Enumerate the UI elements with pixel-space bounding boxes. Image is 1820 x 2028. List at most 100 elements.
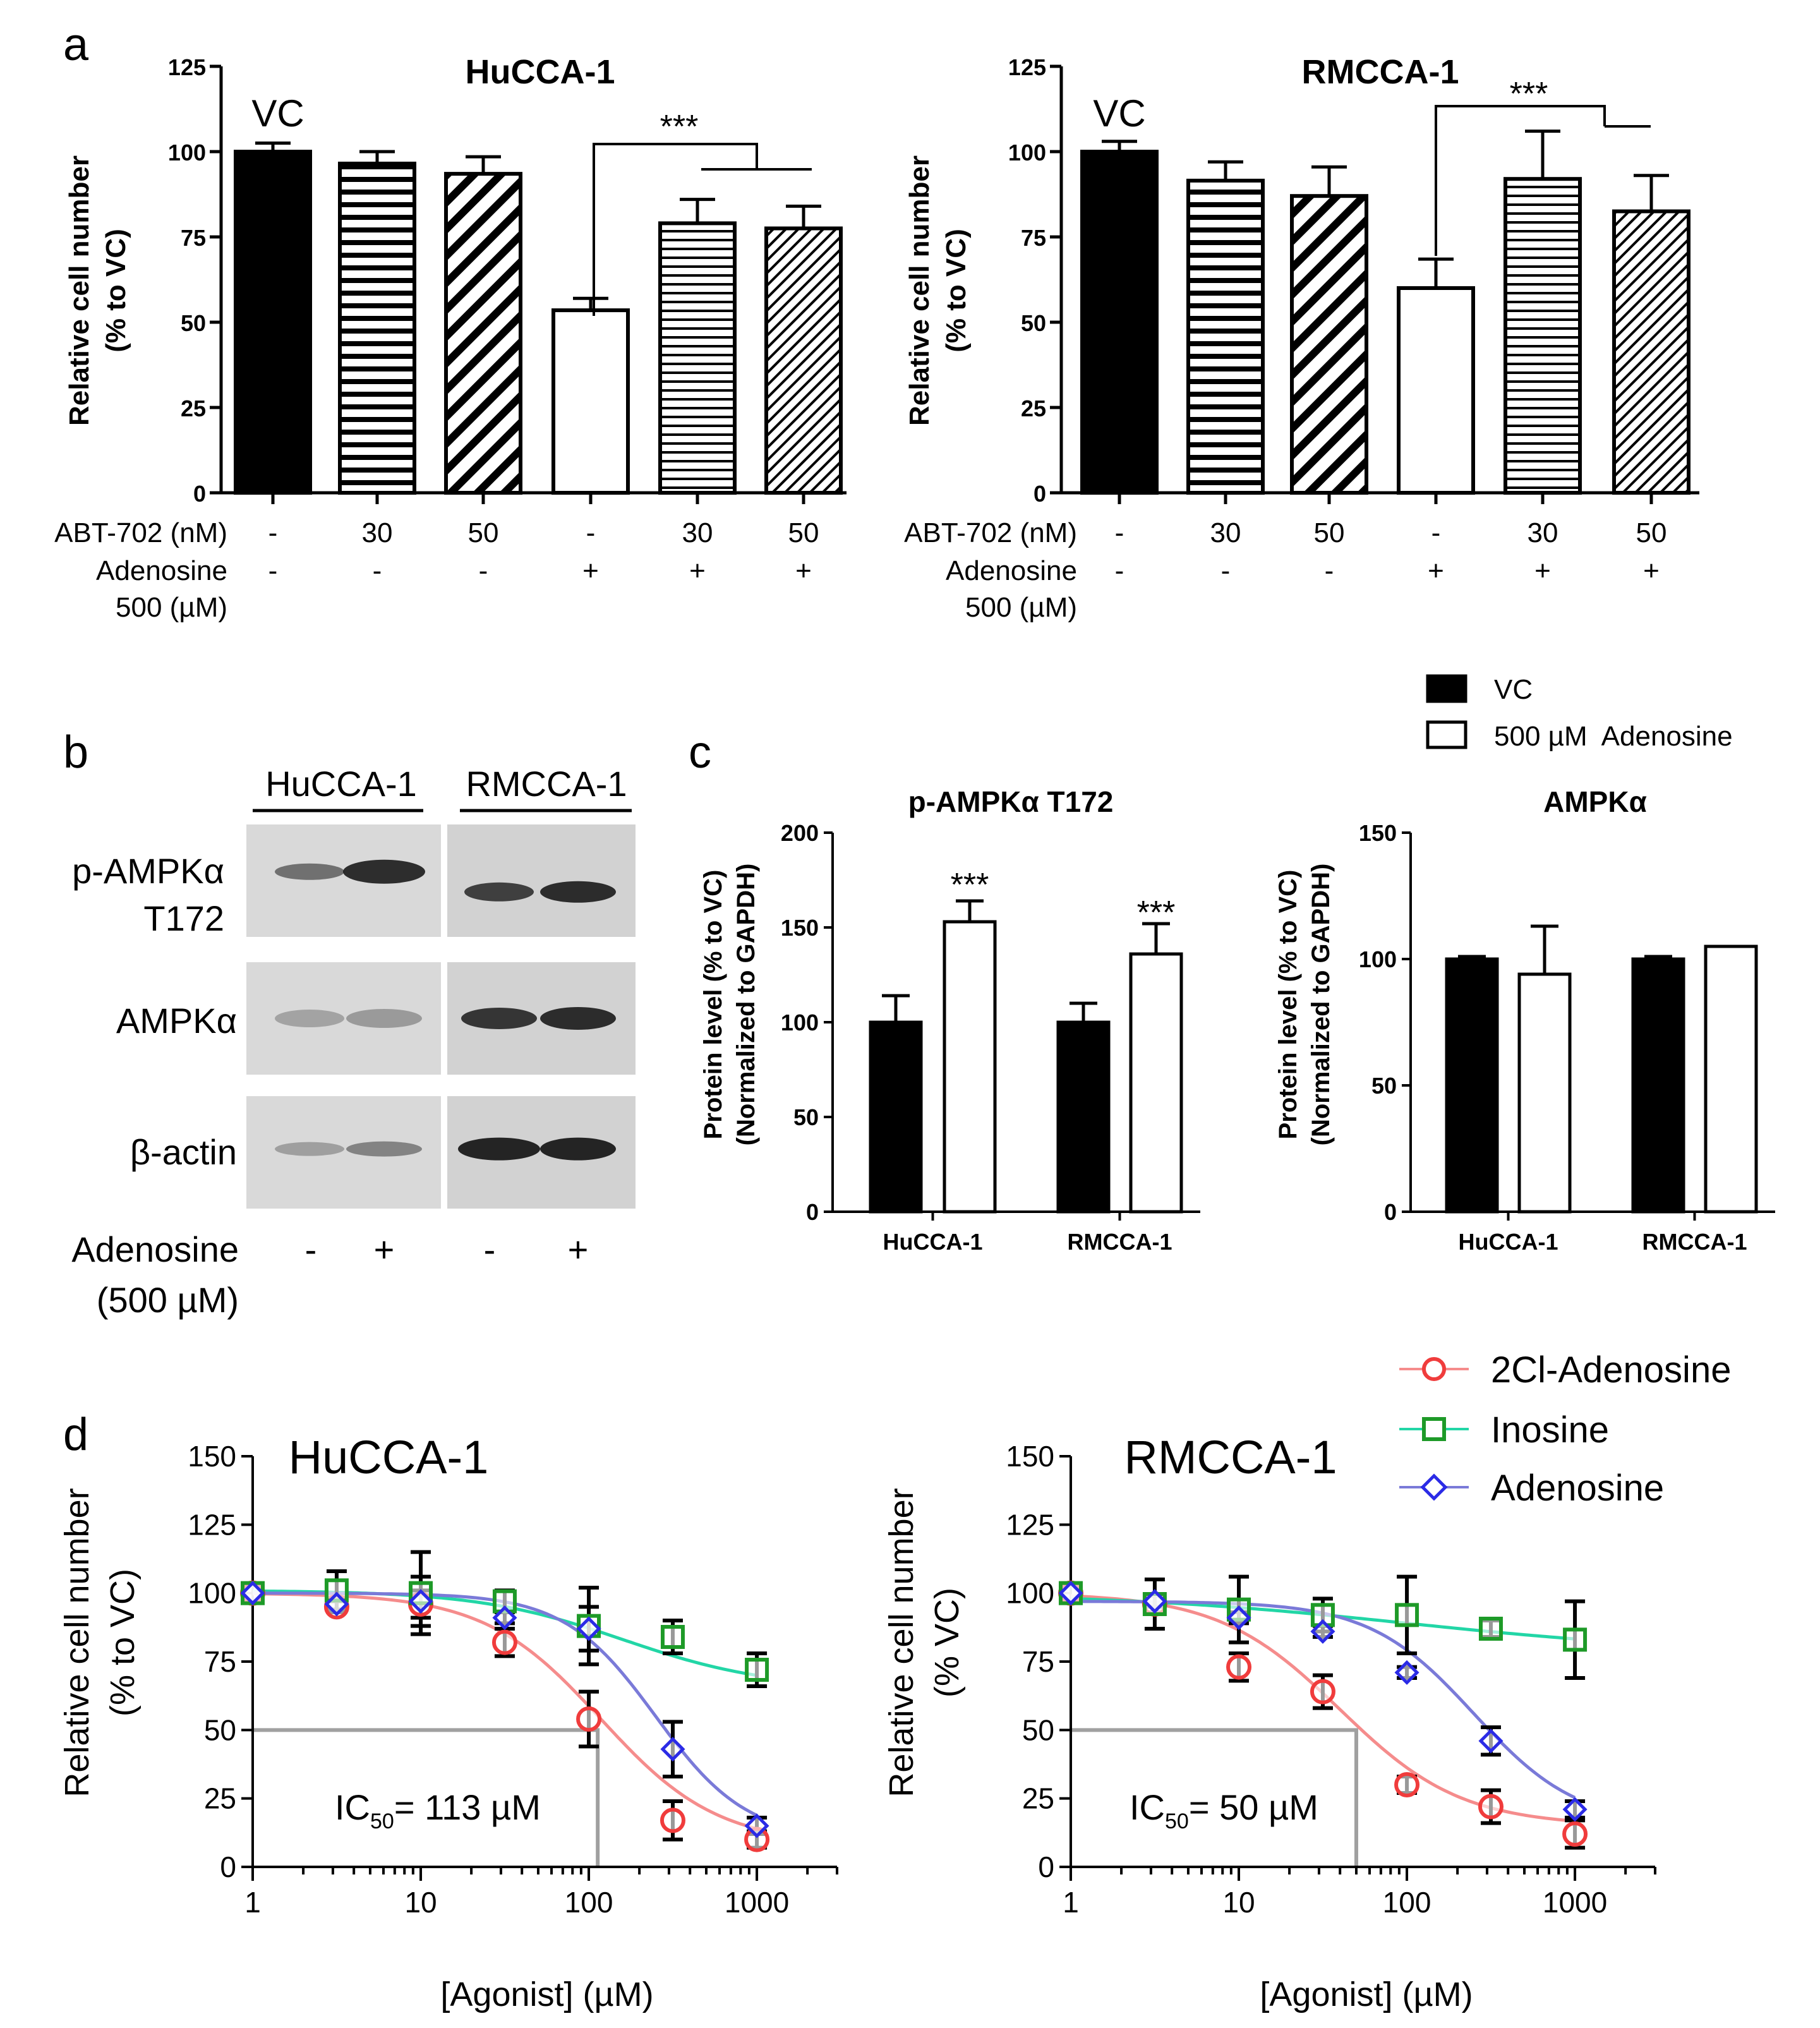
ylabel-a-rmcca: Relative cell number (% to VC) [904, 155, 972, 426]
cond-a-hucca-r2-1: - [373, 555, 382, 586]
d-rmcca-xtick-label-100: 100 [1383, 1886, 1431, 1919]
a-rmcca-bar-1 [1186, 178, 1265, 495]
cond-a-rmcca-r1-1: 30 [1210, 517, 1241, 548]
legend-d-inosine-marker [1422, 1417, 1446, 1441]
ylabel-a-rmcca-line1: Relative cell number [904, 155, 935, 426]
d-hucca-point-Adenosine-3 [492, 1605, 517, 1631]
c-ampk-bar-1-1 [1704, 945, 1758, 1214]
d-hucca-xtick-label-100: 100 [565, 1886, 613, 1919]
blot-lane3: - [484, 1229, 496, 1269]
blot-row1-band-1 [275, 863, 344, 880]
row2-label-a-hucca-line1: Adenosine [96, 555, 227, 586]
cond-a-rmcca-r1-4: 30 [1528, 517, 1558, 548]
d-rmcca-point-2Cl-Adenosine-5 [1478, 1794, 1504, 1820]
d-rmcca-point-Adenosine-0 [1058, 1581, 1083, 1606]
a-rmcca-ytick-label-25: 25 [1021, 395, 1046, 421]
a-hucca-bar-3 [551, 308, 630, 495]
ylabel-d-hucca-line2: (% to VC) [104, 1569, 142, 1717]
d-rmcca-ytick-label-0: 0 [1038, 1850, 1054, 1883]
ic50-d-rmcca-sub: 50 [1165, 1809, 1189, 1833]
d-hucca-point-2Cl-Adenosine-5 [660, 1808, 685, 1833]
cond-a-rmcca-r2-2: - [1325, 555, 1334, 586]
a-hucca-title: HuCCA-1 [466, 53, 615, 91]
ylabel-c-ampk: Protein level (% to VC) (Normalized to G… [1274, 864, 1335, 1146]
cond-a-rmcca-r2-1: - [1221, 555, 1231, 586]
blot-row1-band-3 [464, 882, 534, 902]
d-hucca-point-Adenosine-0 [240, 1581, 265, 1606]
c-pampk-xtick-label-0: HuCCA-1 [883, 1229, 983, 1255]
d-rmcca-point-Adenosine-4 [1394, 1660, 1419, 1685]
blot-lane4: + [568, 1229, 589, 1269]
cond-a-hucca-r2-0: - [268, 555, 278, 586]
vc-label-a-hucca: VC [251, 92, 304, 135]
ic50-d-hucca-prefix: IC [335, 1787, 370, 1827]
blot-row1-hucca-membrane [246, 824, 441, 937]
d-rmcca-ytick-label-25: 25 [1022, 1782, 1054, 1815]
d-hucca-xtick-label-10: 10 [404, 1886, 437, 1919]
conditions-a-hucca: - 30 50 - 30 50 - - - + + + [268, 517, 819, 586]
cond-a-rmcca-r1-5: 50 [1636, 517, 1667, 548]
legend-d: 2Cl-Adenosine Inosine Adenosine [1399, 1349, 1731, 1509]
row2-label-a-rmcca-line2: 500 (µM) [965, 592, 1077, 623]
d-rmcca-ytick-label-50: 50 [1022, 1713, 1054, 1746]
blot-membranes [246, 824, 636, 1209]
sig-c-rmcca: *** [1137, 895, 1176, 931]
ylabel-c-pampk-line2: (Normalized to GAPDH) [732, 864, 760, 1146]
a-rmcca-ytick-label-125: 125 [1008, 54, 1046, 80]
ylabel-d-hucca: Relative cell number (% to VC) [58, 1488, 142, 1797]
d-rmcca-ytick-label-150: 150 [1006, 1440, 1054, 1473]
c-ampk-xtick-label-1: RMCCA-1 [1642, 1229, 1747, 1255]
ic50-d-hucca: IC50= 113 µM [335, 1787, 541, 1833]
c-pampk-bar-0-0 [869, 1020, 923, 1214]
blot-row2-label: AMPKα [116, 1001, 237, 1041]
d-rmcca-xtick-label-1000: 1000 [1543, 1886, 1607, 1919]
xlabel-d-hucca: [Agonist] (µM) [440, 1976, 653, 2013]
d-rmcca-point-Adenosine-3 [1310, 1619, 1335, 1644]
a-hucca-ytick-label-50: 50 [181, 310, 206, 336]
legend-c: VC 500 µM Adenosine [1426, 674, 1733, 752]
blot-group-rmcca: RMCCA-1 [466, 764, 627, 804]
blot-row1-label-line2: T172 [143, 898, 224, 938]
c-pampk-ytick-label-200: 200 [781, 820, 819, 846]
western-blot: HuCCA-1 RMCCA-1 p-AMPKα T172 AMPKα β-act… [71, 764, 636, 1320]
chart-a-hucca: 0 25 50 75 100 125 HuCCA-1 [168, 53, 847, 507]
ylabel-a-hucca-line1: Relative cell number [64, 155, 95, 426]
d-hucca-point-Adenosine-2 [408, 1589, 433, 1614]
d-hucca-ytick-label-150: 150 [188, 1440, 236, 1473]
panel-letter-a: a [63, 20, 89, 70]
cond-a-rmcca-r1-3: - [1431, 517, 1441, 548]
d-rmcca-xtick-label-10: 10 [1222, 1886, 1255, 1919]
ylabel-d-rmcca: Relative cell number (% VC) [883, 1488, 966, 1797]
panel-letter-b: b [63, 727, 88, 778]
d-hucca-point-2Cl-Adenosine-4 [576, 1706, 602, 1732]
cond-a-hucca-r1-3: - [586, 517, 596, 548]
cond-a-rmcca-r2-0: - [1115, 555, 1124, 586]
blot-row3-band-1 [275, 1142, 344, 1156]
ylabel-d-rmcca-line1: Relative cell number [883, 1488, 920, 1797]
blot-row2-hucca-membrane [246, 962, 441, 1075]
a-rmcca-ytick-label-0: 0 [1034, 481, 1046, 507]
blot-row3-band-2 [346, 1141, 422, 1157]
sig-bracket-a-hucca [593, 143, 812, 316]
d-rmcca-ytick-label-75: 75 [1022, 1645, 1054, 1678]
ic50-d-rmcca-suffix: = 50 µM [1189, 1787, 1318, 1827]
cond-a-hucca-r1-5: 50 [788, 517, 819, 548]
blot-row2-band-4 [540, 1007, 616, 1030]
ic50-d-hucca-suffix: = 113 µM [394, 1787, 541, 1827]
row2-label-a-hucca-line2: 500 (µM) [116, 592, 227, 623]
d-rmcca-point-2Cl-Adenosine-4 [1394, 1772, 1420, 1797]
c-ampk-bar-0-0 [1445, 957, 1499, 1214]
d-rmcca-xtick-label-1: 1 [1063, 1886, 1079, 1919]
legend-d-2cl-marker [1422, 1357, 1446, 1381]
d-rmcca-point-Adenosine-1 [1142, 1589, 1167, 1614]
ylabel-a-rmcca-line2: (% to VC) [941, 229, 972, 353]
a-hucca-bar-2 [444, 172, 522, 495]
legend-c-ado-label: 500 µM Adenosine [1494, 721, 1733, 752]
sig-c-hucca: *** [951, 867, 989, 903]
ic50-d-rmcca-prefix: IC [1130, 1787, 1165, 1827]
sig-bracket-a-rmcca [1435, 105, 1651, 256]
a-rmcca-bar-2 [1290, 194, 1368, 495]
a-rmcca-ytick-label-75: 75 [1021, 225, 1046, 251]
c-pampk-ytick-label-150: 150 [781, 915, 819, 941]
d-rmcca-ytick-label-125: 125 [1006, 1508, 1054, 1541]
